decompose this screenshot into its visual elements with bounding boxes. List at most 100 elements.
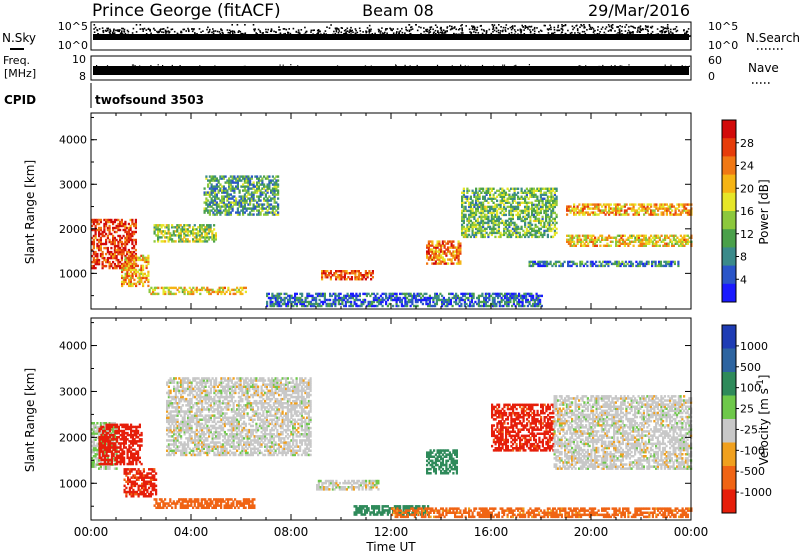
echo-cell: [215, 203, 218, 206]
echo-cell: [365, 304, 368, 308]
echo-cell: [462, 298, 465, 302]
echo-cell: [538, 231, 541, 235]
nsky-point: [428, 29, 431, 32]
echo-cell: [383, 298, 386, 302]
nsky-point: [639, 28, 642, 31]
nsky-point: [475, 31, 477, 34]
echo-cell: [491, 302, 494, 306]
echo-cell: [597, 238, 600, 241]
echo-cell: [598, 260, 601, 264]
echo-cell: [616, 205, 619, 208]
echo-cell: [120, 224, 123, 228]
echo-cell: [376, 292, 379, 296]
echo-cell: [628, 260, 631, 264]
echo-cell: [518, 292, 521, 296]
echo-cell: [247, 197, 250, 200]
echo-cell: [207, 185, 210, 188]
echo-cell: [543, 229, 546, 233]
echo-cell: [142, 254, 145, 258]
echo-cell: [129, 282, 132, 286]
echo-cell: [637, 262, 640, 266]
echo-cell: [131, 234, 134, 238]
echo-cell: [539, 211, 542, 215]
echo-cell: [442, 296, 445, 300]
echo-cell: [438, 258, 441, 261]
echo-cell: [525, 187, 528, 190]
echo-cell: [572, 260, 575, 264]
echo-cell: [500, 298, 503, 302]
echo-cell: [167, 232, 170, 235]
echo-cell: [508, 189, 511, 192]
echo-cell: [229, 213, 232, 216]
echo-cell: [240, 199, 243, 202]
nsky-point: [519, 30, 522, 32]
echo-cell: [536, 189, 539, 192]
echo-cell: [439, 298, 442, 302]
echo-cell: [445, 242, 448, 245]
echo-cell: [371, 292, 374, 296]
nsky-point: [627, 32, 629, 34]
echo-cell: [476, 302, 479, 306]
station-title: Prince George (fitACF): [92, 1, 281, 21]
echo-cell: [113, 254, 116, 258]
echo-cell: [618, 203, 621, 206]
echo-cell: [524, 189, 527, 192]
echo-cell: [105, 238, 108, 242]
nave-point: [279, 64, 281, 66]
echo-cell: [457, 248, 460, 251]
echo-cell: [148, 288, 151, 292]
echo-cell: [450, 252, 453, 255]
nsky-point: [632, 25, 634, 28]
echo-cell: [266, 294, 269, 298]
nsky-point: [297, 29, 300, 31]
echo-cell: [110, 264, 113, 268]
echo-cell: [221, 191, 224, 194]
echo-cell: [681, 209, 684, 212]
echo-cell: [672, 213, 675, 216]
nsky-point: [391, 29, 393, 32]
echo-cell: [616, 244, 619, 247]
echo-cell: [454, 254, 457, 257]
echo-cell: [257, 211, 260, 214]
echo-cell: [117, 258, 120, 262]
echo-cell: [385, 302, 388, 306]
echo-cell: [583, 207, 586, 210]
nsky-point: [581, 30, 584, 33]
nsky-point: [603, 31, 606, 34]
echo-cell: [536, 207, 539, 211]
echo-cell: [485, 215, 488, 219]
echo-cell: [127, 230, 130, 234]
echo-cell: [229, 175, 232, 178]
echo-cell: [99, 248, 102, 252]
echo-cell: [106, 228, 109, 232]
nsky-point: [159, 30, 162, 32]
echo-cell: [473, 235, 476, 239]
echo-cell: [665, 209, 668, 212]
echo-cell: [525, 205, 528, 209]
echo-cell: [115, 224, 118, 228]
echo-cell: [208, 213, 211, 216]
echo-cell: [468, 203, 471, 207]
echo-cell: [566, 207, 569, 210]
echo-cell: [548, 203, 551, 207]
echo-cell: [411, 300, 414, 304]
nsky-point: [188, 30, 190, 33]
echo-cell: [441, 260, 444, 263]
nsky-point: [499, 30, 502, 32]
echo-cell: [338, 274, 341, 277]
echo-cell: [452, 252, 455, 255]
echo-cell: [329, 270, 332, 273]
echo-cell: [242, 199, 245, 202]
echo-cell: [488, 294, 491, 298]
echo-cell: [122, 224, 125, 228]
echo-cell: [445, 254, 448, 257]
echo-cell: [503, 223, 506, 227]
nsky-point: [508, 32, 510, 35]
echo-cell: [497, 203, 500, 207]
nsky-point: [438, 32, 440, 34]
echo-cell: [472, 304, 475, 308]
echo-cell: [343, 270, 346, 273]
echo-cell: [119, 260, 122, 264]
echo-cell: [511, 197, 514, 200]
echo-cell: [257, 203, 260, 206]
